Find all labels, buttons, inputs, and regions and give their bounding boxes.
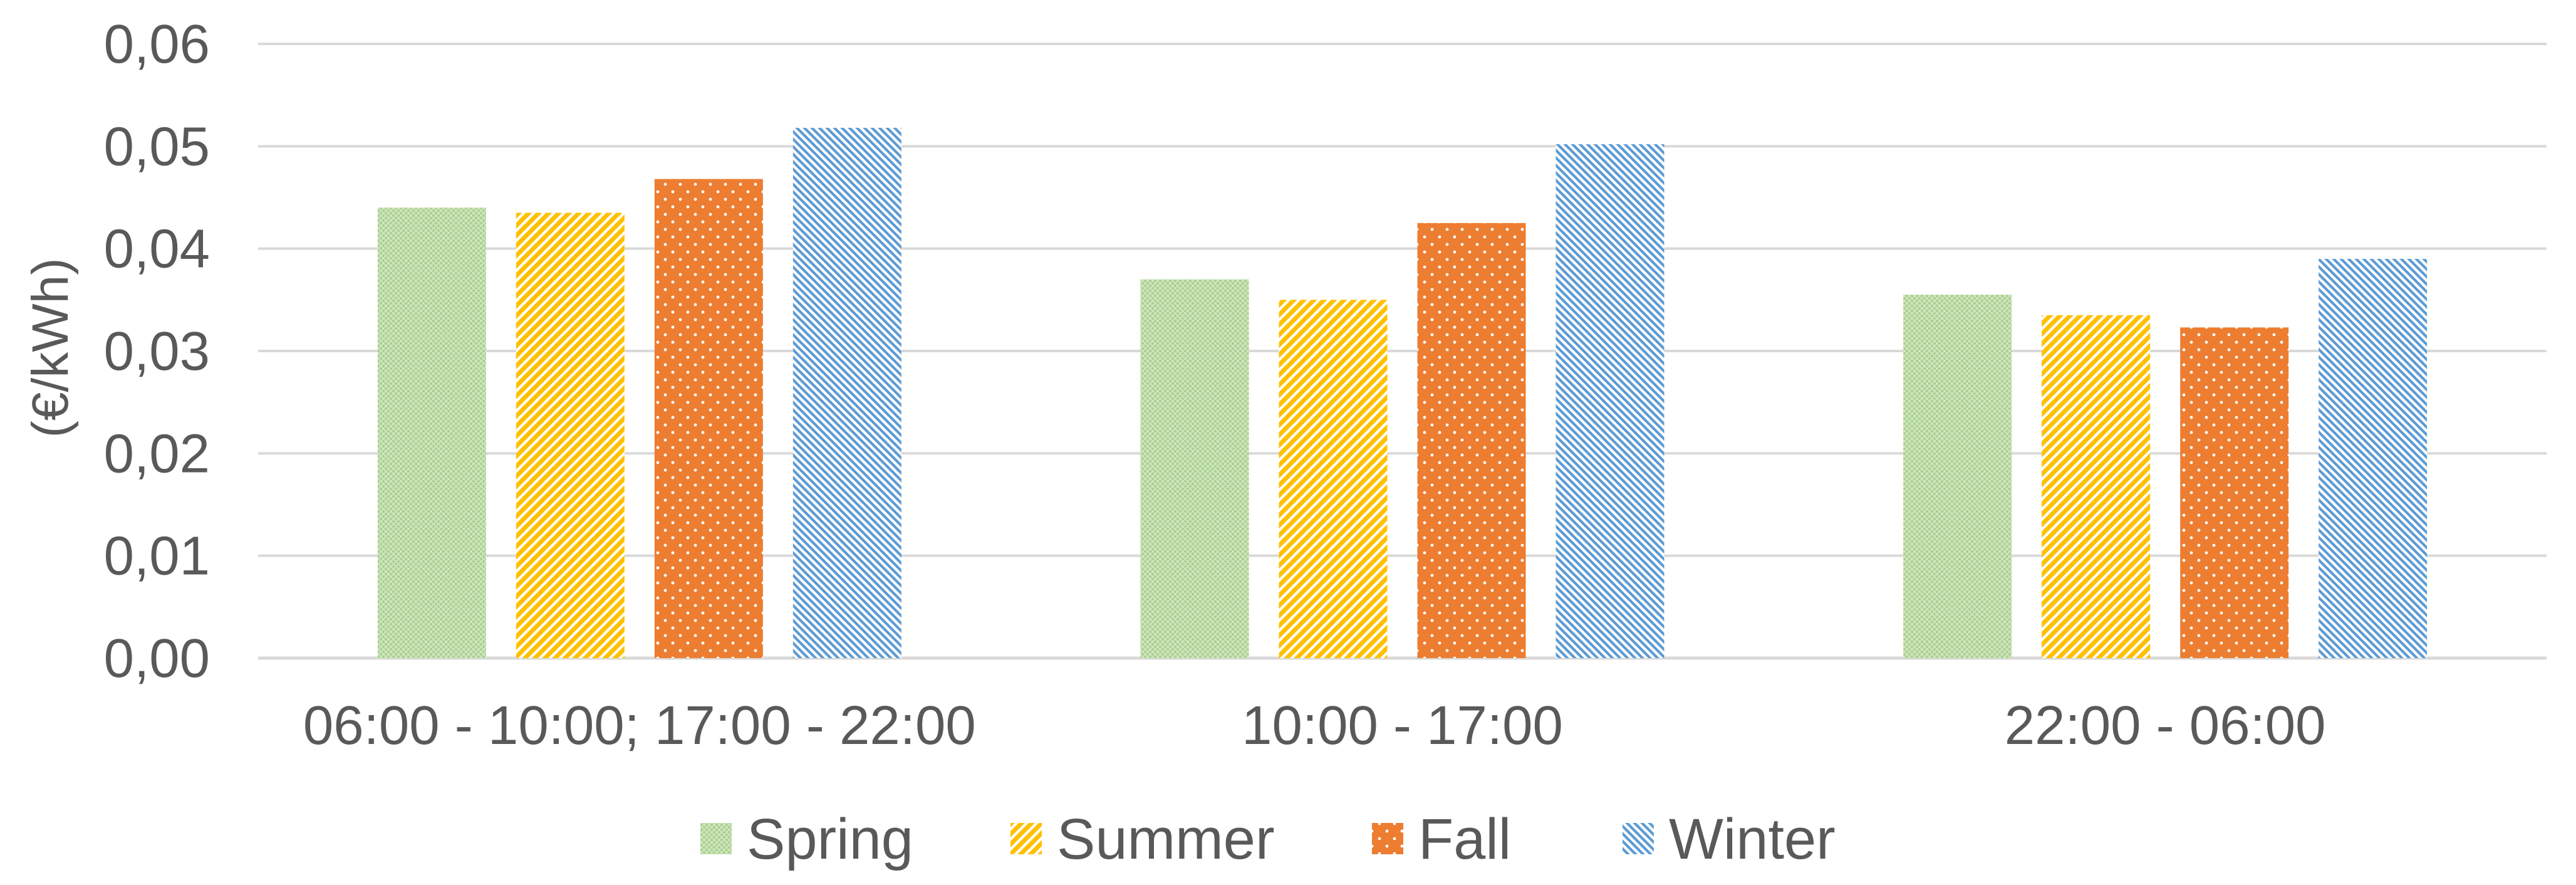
x-axis-ticks: 06:00 - 10:00; 17:00 - 22:00 10:00 - 17:0…: [303, 695, 2326, 756]
bar-summer: [516, 212, 625, 658]
bar-winter: [2319, 259, 2428, 658]
bar-fall: [654, 179, 763, 659]
legend-swatch-summer: [1010, 823, 1042, 854]
x-tick-label: 22:00 - 06:00: [2005, 695, 2326, 756]
bars: [377, 127, 2428, 659]
y-tick-label: 0,02: [104, 423, 210, 484]
y-axis-title: (€/kWh): [22, 258, 79, 438]
legend-label-fall: Fall: [1418, 807, 1511, 871]
x-tick-label: 06:00 - 10:00; 17:00 - 22:00: [303, 695, 976, 756]
y-tick-label: 0,03: [104, 321, 210, 382]
bar-winter: [792, 127, 901, 658]
legend: Spring Summer Fall Winter: [700, 807, 1836, 871]
legend-label-summer: Summer: [1057, 807, 1275, 871]
y-tick-label: 0,04: [104, 219, 210, 280]
bar-winter: [1555, 144, 1665, 659]
bar-spring: [377, 207, 486, 658]
y-tick-label: 0,00: [104, 628, 210, 689]
legend-label-winter: Winter: [1669, 807, 1836, 871]
legend-swatch-winter: [1623, 823, 1654, 854]
bar-spring: [1140, 279, 1249, 659]
legend-swatch-fall: [1372, 823, 1403, 854]
y-tick-label: 0,05: [104, 116, 210, 177]
x-tick-label: 10:00 - 17:00: [1242, 695, 1563, 756]
bar-summer: [1279, 300, 1388, 658]
bar-fall: [2180, 327, 2289, 658]
bar-summer: [2042, 315, 2151, 658]
y-tick-label: 0,06: [104, 14, 210, 75]
gridlines: [258, 43, 2547, 660]
legend-label-spring: Spring: [747, 807, 913, 871]
bar-spring: [1903, 295, 2012, 659]
y-tick-label: 0,01: [104, 526, 210, 587]
y-axis-ticks: 0,00 0,01 0,02 0,03 0,04 0,05 0,06: [104, 14, 210, 689]
bar-fall: [1417, 223, 1526, 658]
legend-swatch-spring: [700, 823, 732, 854]
